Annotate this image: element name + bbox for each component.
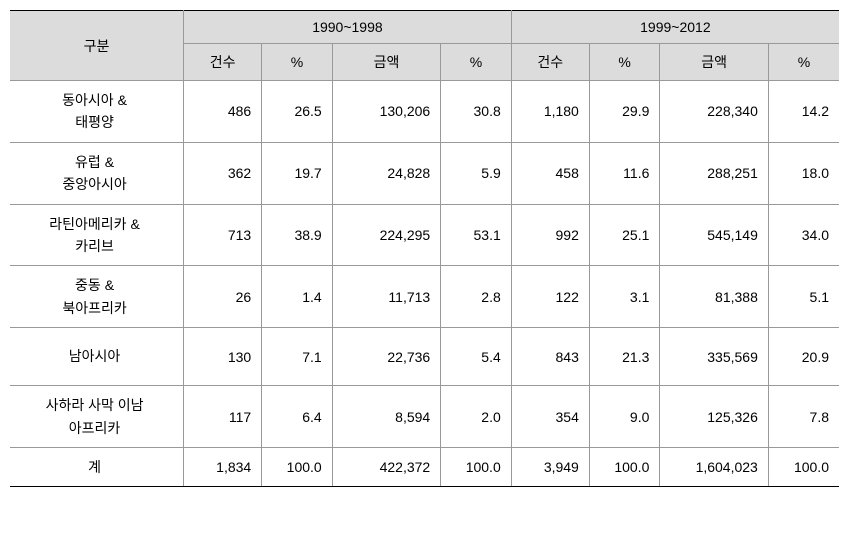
- cell-p1_amount: 422,372: [332, 447, 440, 486]
- cell-p1_count: 713: [184, 204, 262, 266]
- cell-p2_count_pct: 100.0: [589, 447, 660, 486]
- cell-p1_amount_pct: 5.4: [441, 328, 512, 386]
- table-row: 라틴아메리카 &카리브71338.9224,29553.199225.1545,…: [10, 204, 839, 266]
- cell-p2_amount_pct: 100.0: [768, 447, 839, 486]
- table-row: 동아시아 &태평양48626.5130,20630.81,18029.9228,…: [10, 81, 839, 143]
- row-label: 유럽 &중앙아시아: [10, 142, 184, 204]
- cell-p1_amount_pct: 5.9: [441, 142, 512, 204]
- cell-p1_amount_pct: 2.0: [441, 386, 512, 448]
- row-label: 중동 &북아프리카: [10, 266, 184, 328]
- cell-p1_count_pct: 38.9: [262, 204, 333, 266]
- cell-p2_amount: 288,251: [660, 142, 768, 204]
- table-row: 사하라 사막 이남아프리카1176.48,5942.03549.0125,326…: [10, 386, 839, 448]
- row-label: 라틴아메리카 &카리브: [10, 204, 184, 266]
- row-label: 계: [10, 447, 184, 486]
- cell-p1_amount: 11,713: [332, 266, 440, 328]
- header-p2-amount: 금액: [660, 44, 768, 81]
- cell-p1_amount_pct: 30.8: [441, 81, 512, 143]
- table-body: 동아시아 &태평양48626.5130,20630.81,18029.9228,…: [10, 81, 839, 487]
- cell-p1_amount: 22,736: [332, 328, 440, 386]
- cell-p1_count: 1,834: [184, 447, 262, 486]
- cell-p2_amount_pct: 18.0: [768, 142, 839, 204]
- cell-p2_amount: 335,569: [660, 328, 768, 386]
- cell-p1_count: 486: [184, 81, 262, 143]
- header-p1-count-pct: %: [262, 44, 333, 81]
- table-header: 구분 1990~1998 1999~2012 건수 % 금액 % 건수 % 금액…: [10, 11, 839, 81]
- cell-p2_count_pct: 11.6: [589, 142, 660, 204]
- cell-p2_count: 354: [511, 386, 589, 448]
- cell-p2_count: 458: [511, 142, 589, 204]
- header-p1-amount: 금액: [332, 44, 440, 81]
- cell-p2_count_pct: 9.0: [589, 386, 660, 448]
- table-row: 유럽 &중앙아시아36219.724,8285.945811.6288,2511…: [10, 142, 839, 204]
- row-label: 사하라 사막 이남아프리카: [10, 386, 184, 448]
- cell-p1_count_pct: 6.4: [262, 386, 333, 448]
- cell-p2_count: 3,949: [511, 447, 589, 486]
- header-category: 구분: [10, 11, 184, 81]
- table-row: 계1,834100.0422,372100.03,949100.01,604,0…: [10, 447, 839, 486]
- table-row: 남아시아1307.122,7365.484321.3335,56920.9: [10, 328, 839, 386]
- cell-p1_count_pct: 26.5: [262, 81, 333, 143]
- header-p1-count: 건수: [184, 44, 262, 81]
- cell-p1_amount: 224,295: [332, 204, 440, 266]
- cell-p2_count: 1,180: [511, 81, 589, 143]
- table-row: 중동 &북아프리카261.411,7132.81223.181,3885.1: [10, 266, 839, 328]
- cell-p1_count: 362: [184, 142, 262, 204]
- cell-p2_amount: 1,604,023: [660, 447, 768, 486]
- row-label: 동아시아 &태평양: [10, 81, 184, 143]
- cell-p1_amount_pct: 53.1: [441, 204, 512, 266]
- header-p2-count-pct: %: [589, 44, 660, 81]
- cell-p2_count_pct: 3.1: [589, 266, 660, 328]
- header-p2-count: 건수: [511, 44, 589, 81]
- cell-p1_count_pct: 100.0: [262, 447, 333, 486]
- cell-p1_count_pct: 1.4: [262, 266, 333, 328]
- cell-p2_amount: 81,388: [660, 266, 768, 328]
- cell-p2_count_pct: 21.3: [589, 328, 660, 386]
- cell-p1_amount_pct: 100.0: [441, 447, 512, 486]
- cell-p1_amount: 8,594: [332, 386, 440, 448]
- cell-p2_count_pct: 25.1: [589, 204, 660, 266]
- cell-p2_amount: 125,326: [660, 386, 768, 448]
- header-period1: 1990~1998: [184, 11, 512, 44]
- cell-p2_amount_pct: 7.8: [768, 386, 839, 448]
- cell-p1_amount: 24,828: [332, 142, 440, 204]
- cell-p2_amount_pct: 34.0: [768, 204, 839, 266]
- header-p2-amount-pct: %: [768, 44, 839, 81]
- cell-p2_count: 843: [511, 328, 589, 386]
- cell-p1_count: 117: [184, 386, 262, 448]
- data-table: 구분 1990~1998 1999~2012 건수 % 금액 % 건수 % 금액…: [10, 10, 839, 487]
- cell-p2_amount_pct: 20.9: [768, 328, 839, 386]
- cell-p2_count: 122: [511, 266, 589, 328]
- cell-p2_amount_pct: 14.2: [768, 81, 839, 143]
- cell-p1_count_pct: 7.1: [262, 328, 333, 386]
- cell-p2_amount: 545,149: [660, 204, 768, 266]
- cell-p1_count: 130: [184, 328, 262, 386]
- cell-p1_amount_pct: 2.8: [441, 266, 512, 328]
- cell-p2_amount_pct: 5.1: [768, 266, 839, 328]
- cell-p1_count: 26: [184, 266, 262, 328]
- cell-p2_amount: 228,340: [660, 81, 768, 143]
- cell-p1_count_pct: 19.7: [262, 142, 333, 204]
- row-label: 남아시아: [10, 328, 184, 386]
- header-p1-amount-pct: %: [441, 44, 512, 81]
- cell-p2_count_pct: 29.9: [589, 81, 660, 143]
- header-period2: 1999~2012: [511, 11, 839, 44]
- cell-p1_amount: 130,206: [332, 81, 440, 143]
- cell-p2_count: 992: [511, 204, 589, 266]
